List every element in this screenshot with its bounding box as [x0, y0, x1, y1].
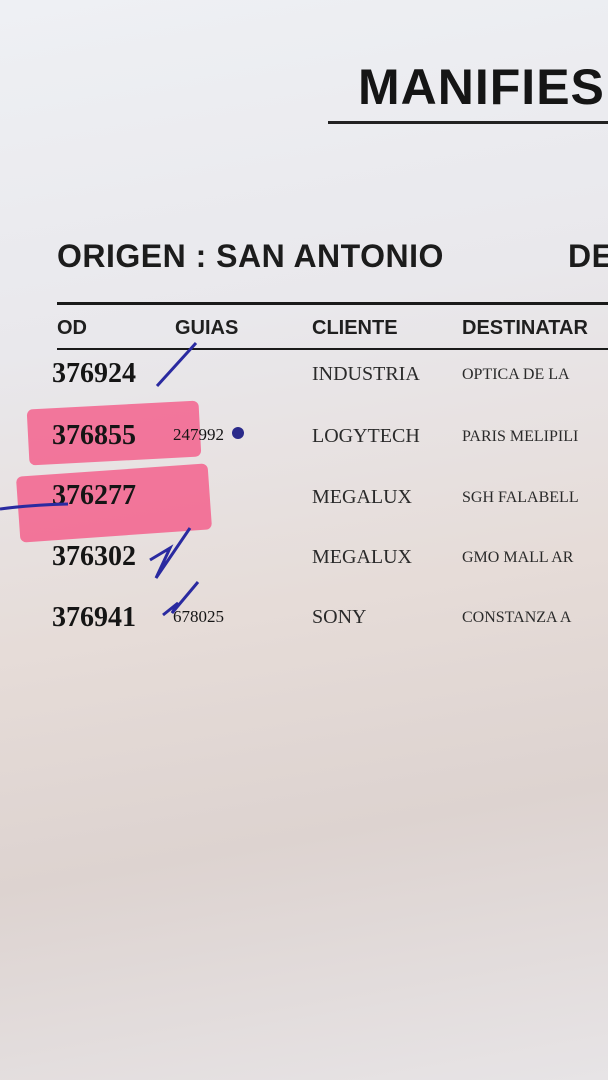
row-cliente: MEGALUX — [312, 546, 412, 568]
title-underline — [328, 121, 608, 124]
row-destinatario: CONSTANZA A — [462, 609, 572, 626]
column-header-code: OD — [57, 317, 87, 339]
row-cliente: INDUSTRIA — [312, 363, 420, 385]
row-destinatario: GMO MALL AR — [462, 549, 574, 566]
checkmark-icon — [162, 581, 200, 617]
destination-label: DE — [568, 238, 608, 274]
row-cliente: SONY — [312, 606, 367, 628]
table-top-rule — [57, 302, 608, 305]
column-header-destinatario: DESTINATAR — [462, 317, 588, 339]
row-destinatario: OPTICA DE LA — [462, 366, 570, 383]
column-header-guias: GUIAS — [175, 317, 239, 339]
row-code: 376855 — [52, 420, 136, 451]
origin-label: ORIGEN : SAN ANTONIO — [57, 238, 444, 274]
row-cliente: MEGALUX — [312, 486, 412, 508]
pen-strike-icon — [0, 502, 69, 511]
document-title: MANIFIES — [358, 59, 605, 115]
row-destinatario: PARIS MELIPILI — [462, 428, 579, 445]
row-code: 376277 — [52, 480, 136, 511]
checkmark-icon — [149, 527, 192, 579]
row-cliente: LOGYTECH — [312, 425, 420, 447]
row-code: 376924 — [52, 358, 136, 389]
row-code: 376941 — [52, 602, 136, 633]
row-guia: 247992 — [173, 425, 224, 444]
row-code: 376302 — [52, 541, 136, 572]
column-header-cliente: CLIENTE — [312, 317, 398, 339]
pen-dot-icon — [232, 427, 244, 439]
checkmark-icon — [155, 341, 198, 388]
header-bottom-rule — [57, 348, 608, 350]
row-guia: 678025 — [173, 607, 224, 626]
row-destinatario: SGH FALABELL — [462, 489, 579, 506]
